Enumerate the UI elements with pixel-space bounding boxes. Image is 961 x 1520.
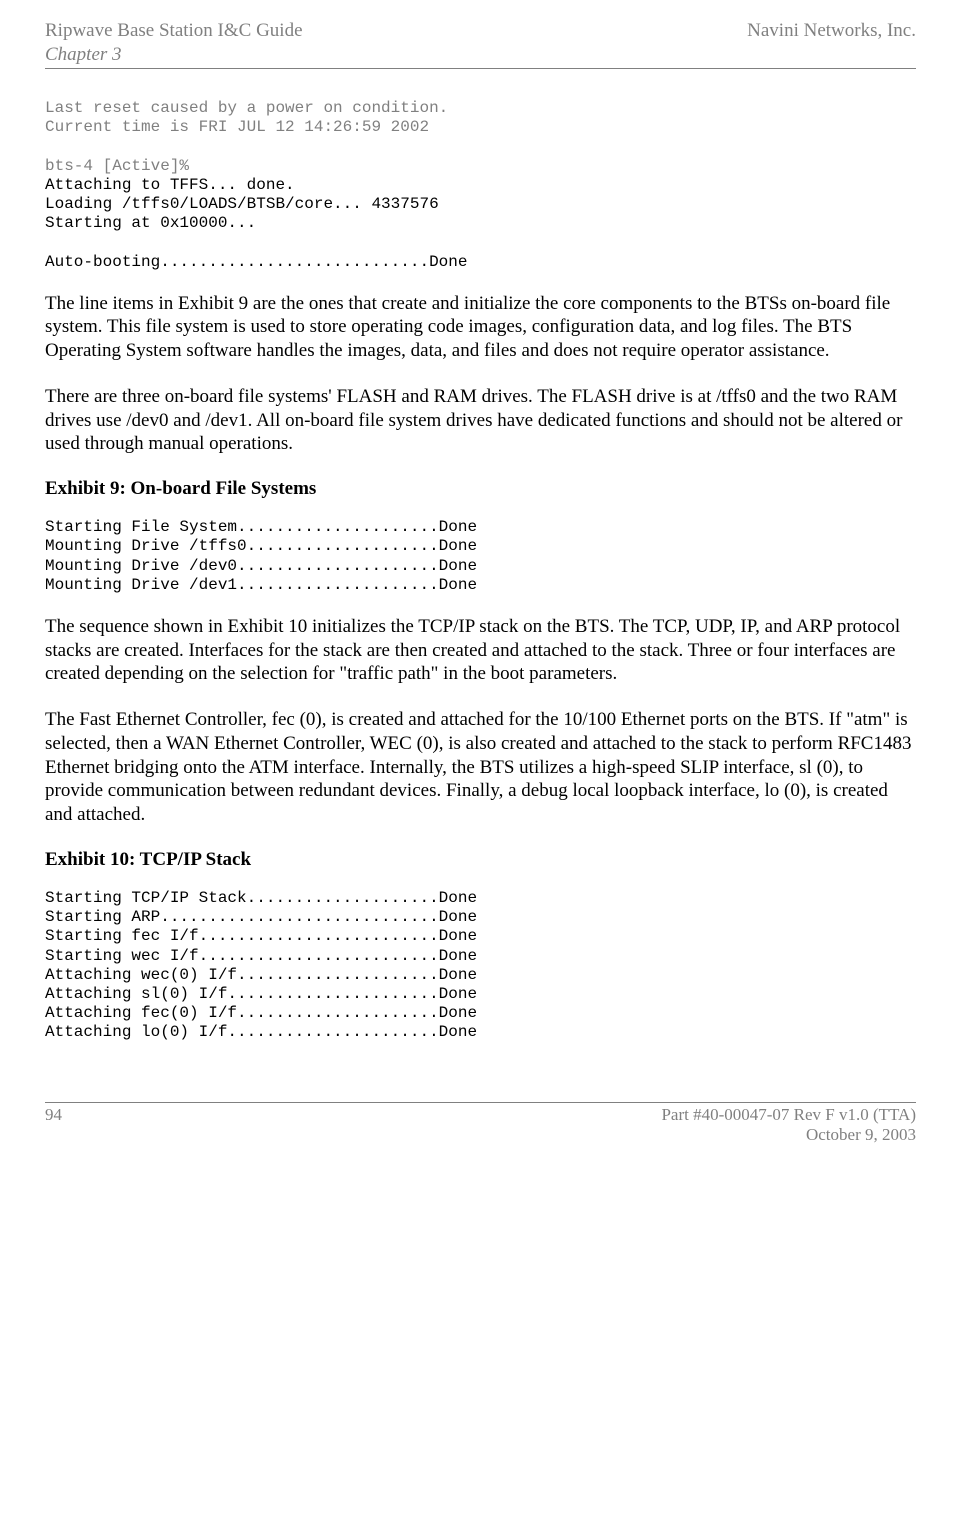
terminal-gray-text: Last reset caused by a power on conditio… xyxy=(45,99,448,175)
exhibit-9-title: Exhibit 9: On-board File Systems xyxy=(45,478,916,500)
page-footer: 94 Part #40-00047-07 Rev F v1.0 (TTA) Oc… xyxy=(45,1102,916,1145)
part-number: Part #40-00047-07 Rev F v1.0 (TTA) xyxy=(661,1105,916,1125)
terminal-black-text: Attaching to TFFS... done. Loading /tffs… xyxy=(45,176,467,271)
paragraph-2: There are three on-board file systems' F… xyxy=(45,385,916,456)
footer-date: October 9, 2003 xyxy=(661,1125,916,1145)
page-number: 94 xyxy=(45,1105,62,1145)
page-header: Ripwave Base Station I&C Guide Navini Ne… xyxy=(45,20,916,42)
footer-right: Part #40-00047-07 Rev F v1.0 (TTA) Octob… xyxy=(661,1105,916,1145)
paragraph-3: The sequence shown in Exhibit 10 initial… xyxy=(45,615,916,686)
header-left: Ripwave Base Station I&C Guide xyxy=(45,20,303,42)
exhibit-10-title: Exhibit 10: TCP/IP Stack xyxy=(45,849,916,871)
paragraph-4: The Fast Ethernet Controller, fec (0), i… xyxy=(45,708,916,827)
header-right: Navini Networks, Inc. xyxy=(747,20,916,42)
exhibit-10-content: Starting TCP/IP Stack...................… xyxy=(45,889,916,1043)
chapter-label: Chapter 3 xyxy=(45,44,916,69)
terminal-block-1: Last reset caused by a power on conditio… xyxy=(45,99,916,272)
exhibit-9-content: Starting File System....................… xyxy=(45,518,916,595)
paragraph-1: The line items in Exhibit 9 are the ones… xyxy=(45,292,916,363)
